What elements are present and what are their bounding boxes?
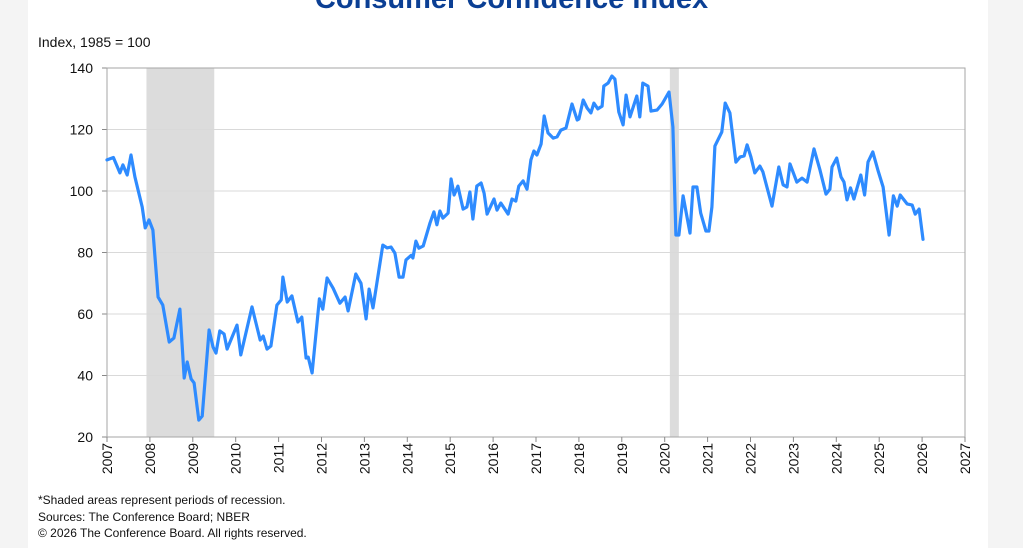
y-tick-label: 20 — [77, 429, 93, 445]
x-tick-label: 2017 — [528, 443, 544, 474]
x-tick-label: 2019 — [614, 443, 630, 474]
footnote-sources: Sources: The Conference Board; NBER — [38, 509, 250, 524]
x-tick-label: 2025 — [871, 443, 887, 474]
footnote-recession: *Shaded areas represent periods of reces… — [38, 493, 286, 507]
x-tick-label: 2011 — [271, 443, 287, 473]
x-tick-label: 2024 — [828, 443, 844, 474]
y-tick-label: 120 — [70, 122, 94, 138]
x-tick-label: 2018 — [571, 443, 587, 474]
x-tick-label: 2023 — [785, 443, 801, 474]
y-tick-label: 40 — [77, 368, 93, 384]
x-tick-label: 2026 — [914, 443, 930, 474]
y-tick-label: 140 — [70, 60, 94, 76]
chart-title: Consumer Confidence Index — [0, 0, 1023, 16]
x-tick-label: 2020 — [657, 443, 673, 474]
x-tick-label: 2022 — [743, 443, 759, 474]
x-tick-label: 2008 — [142, 443, 158, 474]
x-tick-label: 2021 — [700, 443, 716, 474]
footnote-copyright: © 2026 The Conference Board. All rights … — [38, 526, 307, 540]
series-line — [105, 74, 925, 422]
footnotes: *Shaded areas represent periods of reces… — [38, 492, 307, 542]
x-tick-label: 2013 — [356, 443, 372, 474]
y-tick-label: 80 — [77, 245, 93, 261]
x-tick-label: 2015 — [442, 443, 458, 474]
y-tick-label: 60 — [77, 306, 93, 322]
x-tick-label: 2010 — [228, 443, 244, 474]
x-tick-label: 2012 — [314, 443, 330, 474]
x-tick-label: 2016 — [485, 443, 501, 474]
x-tick-label: 2007 — [99, 443, 115, 474]
x-tick-label: 2027 — [957, 443, 973, 474]
y-tick-label: 100 — [70, 183, 94, 199]
x-tick-label: 2009 — [185, 443, 201, 474]
y-axis-label: Index, 1985 = 100 — [38, 34, 151, 50]
x-tick-label: 2014 — [399, 443, 415, 474]
